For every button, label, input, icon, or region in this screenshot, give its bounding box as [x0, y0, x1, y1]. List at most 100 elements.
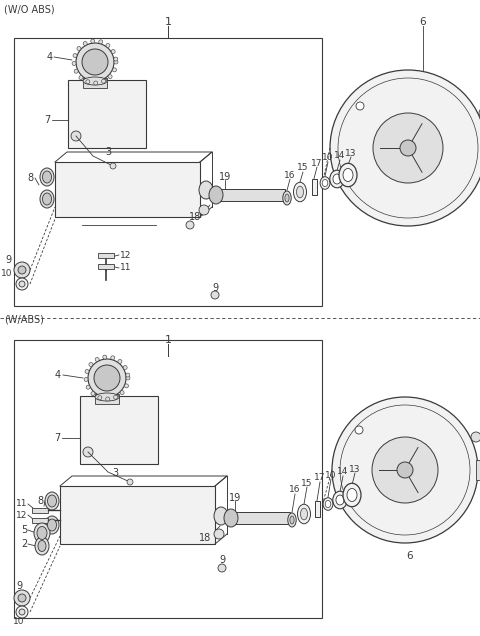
Ellipse shape	[48, 519, 57, 531]
Bar	[212, 189, 285, 201]
Ellipse shape	[320, 177, 330, 190]
Ellipse shape	[298, 504, 311, 524]
Ellipse shape	[339, 163, 357, 187]
Ellipse shape	[333, 174, 341, 184]
Text: 11: 11	[120, 263, 132, 272]
Circle shape	[479, 108, 480, 118]
Ellipse shape	[330, 170, 344, 188]
Bar	[98, 264, 114, 269]
Text: 18: 18	[199, 533, 211, 543]
Bar	[314, 501, 320, 516]
Ellipse shape	[322, 179, 328, 186]
Circle shape	[123, 366, 127, 370]
Circle shape	[94, 81, 98, 85]
Circle shape	[218, 564, 226, 572]
Bar	[98, 253, 114, 258]
Text: 19: 19	[229, 493, 241, 503]
Text: 1: 1	[165, 17, 171, 27]
Text: 2: 2	[21, 539, 27, 549]
Ellipse shape	[285, 194, 289, 202]
Ellipse shape	[45, 492, 59, 510]
Text: 7: 7	[44, 115, 50, 125]
Ellipse shape	[48, 495, 57, 507]
Circle shape	[106, 397, 110, 401]
Circle shape	[91, 392, 95, 396]
Text: 18: 18	[189, 212, 201, 222]
Ellipse shape	[325, 501, 331, 508]
Circle shape	[199, 205, 209, 215]
Circle shape	[114, 60, 118, 64]
Ellipse shape	[40, 168, 54, 186]
Circle shape	[106, 43, 110, 48]
Circle shape	[79, 76, 83, 80]
Circle shape	[211, 291, 219, 299]
Bar	[14, 340, 322, 618]
Circle shape	[114, 395, 118, 399]
Circle shape	[127, 479, 133, 485]
Ellipse shape	[35, 537, 49, 555]
Text: 10: 10	[325, 471, 337, 480]
Ellipse shape	[288, 513, 296, 527]
Text: 6: 6	[407, 551, 413, 561]
Ellipse shape	[290, 516, 294, 524]
Ellipse shape	[343, 169, 353, 181]
Text: (W/ABS): (W/ABS)	[4, 314, 44, 324]
Ellipse shape	[34, 523, 50, 543]
Ellipse shape	[300, 508, 308, 520]
Circle shape	[118, 359, 122, 363]
Circle shape	[86, 385, 90, 389]
Circle shape	[91, 39, 95, 43]
Circle shape	[108, 74, 112, 79]
Ellipse shape	[209, 186, 223, 204]
Ellipse shape	[40, 190, 54, 208]
Ellipse shape	[283, 191, 291, 205]
Circle shape	[332, 397, 478, 543]
Circle shape	[102, 80, 106, 83]
Bar	[14, 38, 322, 306]
Text: 8: 8	[37, 496, 43, 506]
Ellipse shape	[224, 509, 238, 527]
Ellipse shape	[95, 393, 119, 401]
Circle shape	[89, 363, 93, 366]
Text: 16: 16	[284, 170, 296, 179]
Ellipse shape	[83, 77, 107, 85]
Circle shape	[110, 163, 116, 169]
Ellipse shape	[37, 527, 47, 539]
Ellipse shape	[323, 498, 333, 510]
Text: 11: 11	[15, 499, 27, 509]
Circle shape	[14, 262, 30, 278]
Circle shape	[120, 391, 124, 394]
Text: 4: 4	[47, 52, 53, 62]
Bar	[95, 394, 119, 404]
Circle shape	[112, 68, 117, 72]
Text: 3: 3	[105, 147, 111, 157]
Ellipse shape	[336, 495, 344, 505]
Ellipse shape	[347, 488, 357, 502]
Circle shape	[126, 376, 130, 380]
Circle shape	[77, 46, 81, 50]
Bar	[312, 179, 316, 195]
Circle shape	[18, 594, 26, 602]
Text: 15: 15	[297, 163, 309, 172]
Circle shape	[397, 462, 413, 478]
Ellipse shape	[333, 491, 347, 509]
Circle shape	[114, 57, 118, 61]
Circle shape	[83, 447, 93, 457]
Circle shape	[83, 41, 87, 45]
Bar	[83, 78, 107, 88]
Circle shape	[73, 53, 77, 57]
Bar	[32, 508, 48, 513]
Text: 4: 4	[55, 370, 61, 380]
Circle shape	[19, 281, 25, 287]
Ellipse shape	[45, 516, 59, 534]
Text: 12: 12	[16, 511, 27, 520]
Text: 7: 7	[54, 433, 60, 443]
Bar	[60, 486, 215, 544]
Circle shape	[124, 384, 129, 388]
Text: 9: 9	[219, 555, 225, 565]
Ellipse shape	[199, 181, 213, 199]
Circle shape	[84, 377, 88, 382]
Ellipse shape	[214, 507, 228, 525]
Circle shape	[19, 609, 25, 615]
Text: 14: 14	[334, 151, 346, 160]
